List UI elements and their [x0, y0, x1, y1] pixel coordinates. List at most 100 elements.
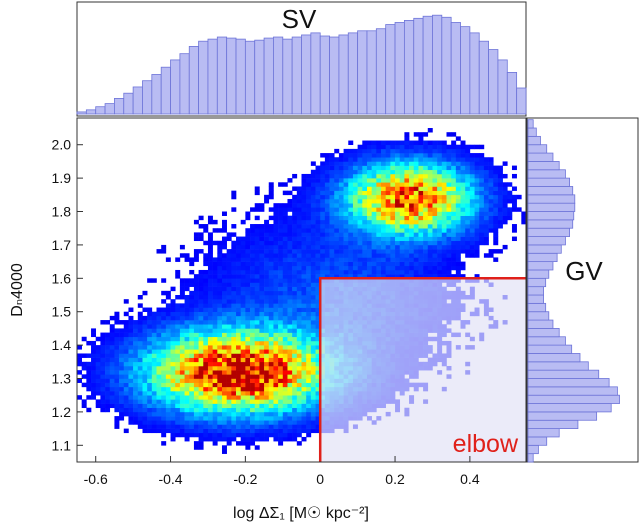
- heatmap-cell: [133, 391, 139, 396]
- heatmap-cell: [348, 190, 354, 196]
- heatmap-cell: [264, 428, 270, 434]
- heatmap-cell: [460, 182, 466, 187]
- heatmap-cell: [315, 194, 321, 200]
- heatmap-cell: [366, 178, 372, 183]
- heatmap-cell: [133, 411, 139, 417]
- heatmap-cell: [371, 153, 377, 158]
- heatmap-cell: [264, 353, 270, 358]
- heatmap-cell: [273, 211, 279, 216]
- heatmap-cell: [119, 395, 125, 400]
- heatmap-cell: [395, 257, 401, 262]
- heatmap-cell: [399, 236, 405, 242]
- heatmap-cell: [245, 278, 251, 283]
- heatmap-cell: [250, 269, 256, 275]
- heatmap-cell: [231, 265, 237, 271]
- heatmap-cell: [427, 173, 433, 179]
- heatmap-cell: [287, 416, 293, 421]
- heatmap-cell: [427, 240, 433, 246]
- heatmap-cell: [301, 320, 307, 325]
- heatmap-cell: [399, 249, 405, 254]
- heatmap-cell: [250, 236, 256, 242]
- heatmap-cell: [390, 144, 396, 150]
- heatmap-cell: [310, 274, 316, 279]
- heatmap-cell: [493, 165, 499, 171]
- heatmap-cell: [212, 269, 218, 275]
- heatmap-cell: [310, 395, 316, 400]
- heatmap-cell: [315, 186, 321, 191]
- heatmap-cell: [306, 240, 312, 246]
- heatmap-cell: [362, 249, 368, 254]
- heatmap-cell: [203, 315, 209, 321]
- heatmap-cell: [268, 428, 274, 434]
- heatmap-cell: [474, 274, 480, 279]
- heatmap-cell: [91, 332, 97, 338]
- heatmap-cell: [427, 215, 433, 221]
- heatmap-cell: [399, 186, 405, 191]
- heatmap-cell: [479, 228, 485, 233]
- heatmap-cell: [184, 311, 190, 317]
- heatmap-cell: [315, 395, 321, 400]
- heatmap-cell: [207, 278, 213, 283]
- heatmap-cell: [221, 282, 227, 287]
- heatmap-cell: [221, 320, 227, 325]
- heatmap-cell: [287, 407, 293, 413]
- heatmap-cell: [217, 374, 223, 379]
- heatmap-cell: [497, 203, 503, 208]
- heatmap-cell: [161, 386, 167, 392]
- heatmap-cell: [310, 386, 316, 392]
- heatmap-cell: [221, 340, 227, 346]
- heatmap-cell: [282, 307, 288, 312]
- heatmap-cell: [343, 228, 349, 233]
- heatmap-cell: [119, 332, 125, 338]
- heatmap-cell: [259, 278, 265, 283]
- heatmap-cell: [287, 236, 293, 242]
- heatmap-cell: [240, 340, 246, 346]
- heatmap-cell: [292, 274, 298, 279]
- heatmap-cell: [95, 399, 101, 404]
- heatmap-cell: [184, 428, 190, 434]
- heatmap-cell: [324, 257, 330, 262]
- heatmap-cell: [207, 269, 213, 275]
- heatmap-cell: [362, 190, 368, 196]
- heatmap-cell: [198, 391, 204, 396]
- heatmap-cell: [203, 269, 209, 275]
- heatmap-cell: [320, 165, 326, 171]
- heatmap-cell: [179, 320, 185, 325]
- heatmap-cell: [474, 215, 480, 221]
- heatmap-cell: [352, 274, 358, 279]
- heatmap-cell: [427, 228, 433, 233]
- heatmap-cell: [236, 428, 241, 434]
- heatmap-cell: [292, 207, 298, 212]
- top-histogram-bar: [170, 59, 181, 115]
- heatmap-cell: [179, 407, 185, 413]
- heatmap-cell: [133, 349, 139, 354]
- heatmap-cell: [147, 407, 153, 413]
- heatmap-cell: [296, 324, 302, 329]
- right-histogram-bar: [527, 202, 576, 212]
- heatmap-cell: [441, 274, 447, 279]
- heatmap-cell: [315, 173, 321, 179]
- heatmap-cell: [207, 436, 213, 442]
- heatmap-cell: [409, 148, 415, 154]
- heatmap-cell: [301, 173, 307, 179]
- heatmap-cell: [488, 207, 494, 212]
- heatmap-cell: [236, 345, 241, 350]
- heatmap-cell: [236, 320, 241, 325]
- heatmap-cell: [469, 178, 475, 183]
- heatmap-cell: [137, 365, 143, 371]
- heatmap-cell: [179, 378, 185, 383]
- heatmap-cell: [432, 153, 438, 158]
- heatmap-cell: [376, 207, 382, 212]
- heatmap-cell: [123, 311, 129, 317]
- heatmap-cell: [254, 357, 260, 363]
- heatmap-cell: [292, 386, 298, 392]
- heatmap-cell: [273, 269, 279, 275]
- heatmap-cell: [282, 357, 288, 363]
- heatmap-cell: [315, 207, 321, 212]
- heatmap-cell: [390, 265, 396, 271]
- heatmap-cell: [385, 265, 391, 271]
- heatmap-cell: [301, 391, 307, 396]
- heatmap-cell: [352, 182, 358, 187]
- heatmap-cell: [348, 265, 354, 271]
- heatmap-cell: [240, 274, 246, 279]
